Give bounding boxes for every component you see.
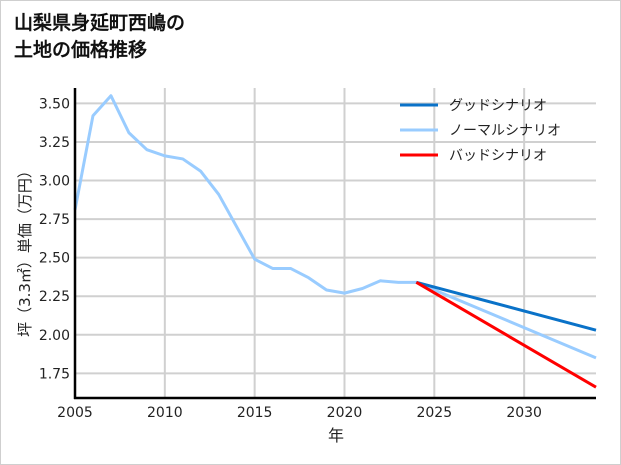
series-line-2 — [415, 281, 597, 389]
chart-title-line-1: 山梨県身延町西嶋の — [14, 12, 186, 34]
x-tick-label: 2015 — [237, 405, 273, 421]
x-axis-label: 年 — [328, 426, 344, 445]
x-tick-label: 2020 — [327, 405, 363, 421]
y-tick-label: 2.75 — [39, 212, 70, 228]
y-tick-label: 1.75 — [39, 366, 70, 382]
y-tick-label: 2.50 — [39, 251, 70, 267]
legend-label-2: バッドシナリオ — [449, 148, 547, 164]
series-line-0 — [415, 280, 597, 332]
x-tick-label: 2025 — [416, 405, 452, 421]
axes: 2005 2010 2015 2020 2025 2030 1.75 2.00 2.25 2.50… — [39, 88, 596, 421]
legend-label-1: ノーマルシナリオ — [449, 123, 561, 139]
series-lines — [73, 94, 597, 389]
chart-title: 山梨県身延町西嶋の 土地の価格推移 — [14, 10, 185, 64]
y-tick-label: 3.00 — [39, 174, 70, 190]
y-axis-label: 坪（3.3㎡）単価（万円） — [16, 163, 34, 337]
y-tick-label: 2.00 — [39, 328, 70, 344]
y-tick-label: 2.25 — [39, 289, 70, 305]
chart-title-line-2: 土地の価格推移 — [14, 39, 148, 61]
x-tick-label: 2010 — [147, 405, 183, 421]
y-tick-label: 3.25 — [39, 135, 70, 151]
x-tick-label: 2030 — [506, 405, 542, 421]
series-line-1 — [73, 94, 597, 360]
x-tick-label: 2005 — [57, 405, 93, 421]
grid — [75, 88, 596, 398]
y-tick-label: 3.50 — [39, 96, 70, 112]
legend-label-0: グッドシナリオ — [449, 98, 547, 114]
